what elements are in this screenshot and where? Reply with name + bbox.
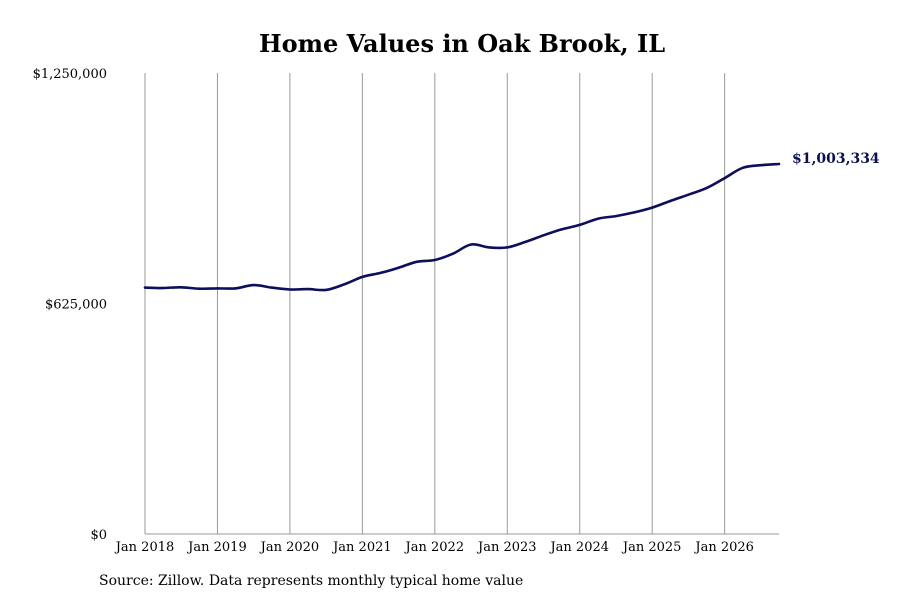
data-point (669, 199, 672, 203)
x-tick-label: Jan 2022 (404, 540, 465, 555)
x-tick-label: Jan 2025 (621, 540, 682, 555)
data-point (379, 271, 382, 275)
data-point (687, 193, 690, 196)
data-point (397, 266, 400, 269)
data-point (578, 223, 581, 227)
series-line-home-value (143, 162, 781, 292)
data-point (777, 162, 781, 166)
data-point (469, 243, 473, 246)
data-point (487, 246, 491, 249)
chart-title: Home Values in Oak Brook, IL (259, 29, 665, 58)
end-value-label: $1,003,334 (792, 151, 880, 167)
data-point (198, 287, 201, 290)
data-point (451, 252, 455, 255)
data-point (542, 234, 545, 237)
data-point (614, 214, 618, 218)
vertical-gridlines (144, 73, 726, 534)
x-tick-label: Jan 2019 (186, 540, 247, 555)
data-point (705, 186, 708, 190)
y-axis-ticks: $0 $625,000 $1,250,000 (33, 67, 107, 543)
y-tick-label: $0 (90, 528, 107, 543)
data-point (524, 240, 527, 244)
y-tick-label: $1,250,000 (33, 67, 107, 82)
data-point (560, 228, 563, 231)
data-point (343, 283, 346, 286)
data-point (759, 164, 763, 167)
x-tick-label: Jan 2021 (331, 540, 392, 555)
data-point (433, 258, 437, 262)
data-point (361, 275, 364, 279)
data-point (270, 286, 273, 289)
data-point (306, 287, 310, 291)
x-tick-label: Jan 2026 (693, 540, 754, 555)
data-point (324, 288, 328, 292)
data-point (252, 283, 255, 287)
data-point (143, 286, 147, 289)
data-point (216, 287, 219, 290)
data-point (234, 287, 237, 290)
data-point (288, 288, 292, 291)
data-point (180, 286, 183, 289)
source-note: Source: Zillow. Data represents monthly … (99, 573, 524, 589)
data-point (415, 260, 418, 264)
data-point (632, 211, 636, 214)
data-point (651, 206, 654, 209)
series-group (143, 162, 781, 292)
x-tick-label: Jan 2023 (476, 540, 537, 555)
y-tick-label: $625,000 (45, 298, 107, 313)
data-point (161, 286, 165, 290)
data-point (596, 217, 600, 220)
x-tick-label: Jan 2024 (548, 540, 609, 555)
x-axis-ticks: Jan 2018 Jan 2019 Jan 2020 Jan 2021 Jan 2022… (114, 540, 754, 555)
data-point (741, 166, 744, 169)
x-tick-label: Jan 2018 (114, 540, 175, 555)
x-tick-label: Jan 2020 (259, 540, 320, 555)
data-point (723, 176, 726, 180)
data-point (506, 246, 509, 249)
